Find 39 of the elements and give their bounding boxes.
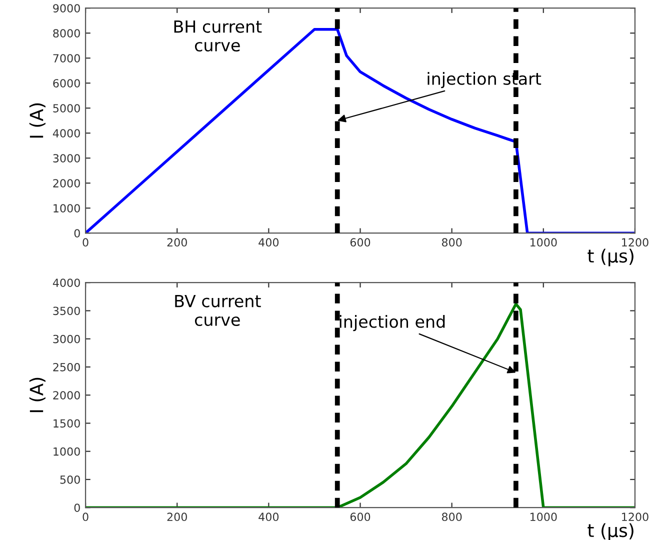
y-tick-label: 0 [74, 504, 80, 512]
x-tick-label: 1000 [530, 238, 557, 247]
annotation: BH current curve [174, 20, 262, 52]
y-tick-label: 0 [74, 229, 80, 238]
y-tick-label: 8000 [53, 29, 80, 38]
annotation: BV current curve [175, 294, 261, 326]
y-axis-title: I (A) [29, 378, 46, 412]
x-tick-label: 600 [350, 238, 370, 247]
y-tick-label: 1000 [54, 204, 80, 212]
y-tick-label: 1500 [54, 419, 80, 428]
x-tick-label: 200 [167, 512, 187, 522]
x-tick-label: 1200 [622, 238, 648, 247]
y-tick-label: 5000 [53, 104, 80, 112]
annotation: injection end [340, 315, 445, 332]
y-tick-label: 4000 [52, 278, 80, 287]
y-tick-label: 3500 [53, 306, 80, 316]
x-tick-label: 0 [82, 512, 88, 522]
x-tick-label: 1200 [622, 512, 648, 522]
y-tick-label: 500 [60, 475, 80, 484]
x-tick-label: 800 [442, 238, 462, 247]
x-tick-label: 200 [167, 238, 187, 247]
x-tick-label: 0 [82, 238, 88, 247]
y-tick-label: 7000 [53, 54, 80, 62]
y-tick-label: 2000 [53, 179, 80, 188]
x-tick-label: 400 [258, 512, 279, 522]
y-tick-label: 6000 [53, 79, 80, 88]
y-axis-title: I (A) [29, 103, 46, 138]
x-tick-label: 1000 [530, 512, 557, 522]
x-tick-label: 800 [442, 512, 462, 522]
x-axis-title: t (µs) [588, 248, 634, 266]
x-tick-label: 400 [258, 238, 279, 247]
y-tick-label: 9000 [53, 4, 80, 12]
y-tick-label: 4000 [52, 129, 80, 138]
y-tick-label: 3000 [53, 334, 80, 344]
y-tick-label: 3000 [53, 154, 80, 162]
y-tick-label: 2000 [53, 391, 80, 400]
x-tick-label: 600 [350, 512, 370, 522]
y-tick-label: 2500 [53, 362, 80, 372]
y-tick-label: 1000 [54, 447, 80, 456]
